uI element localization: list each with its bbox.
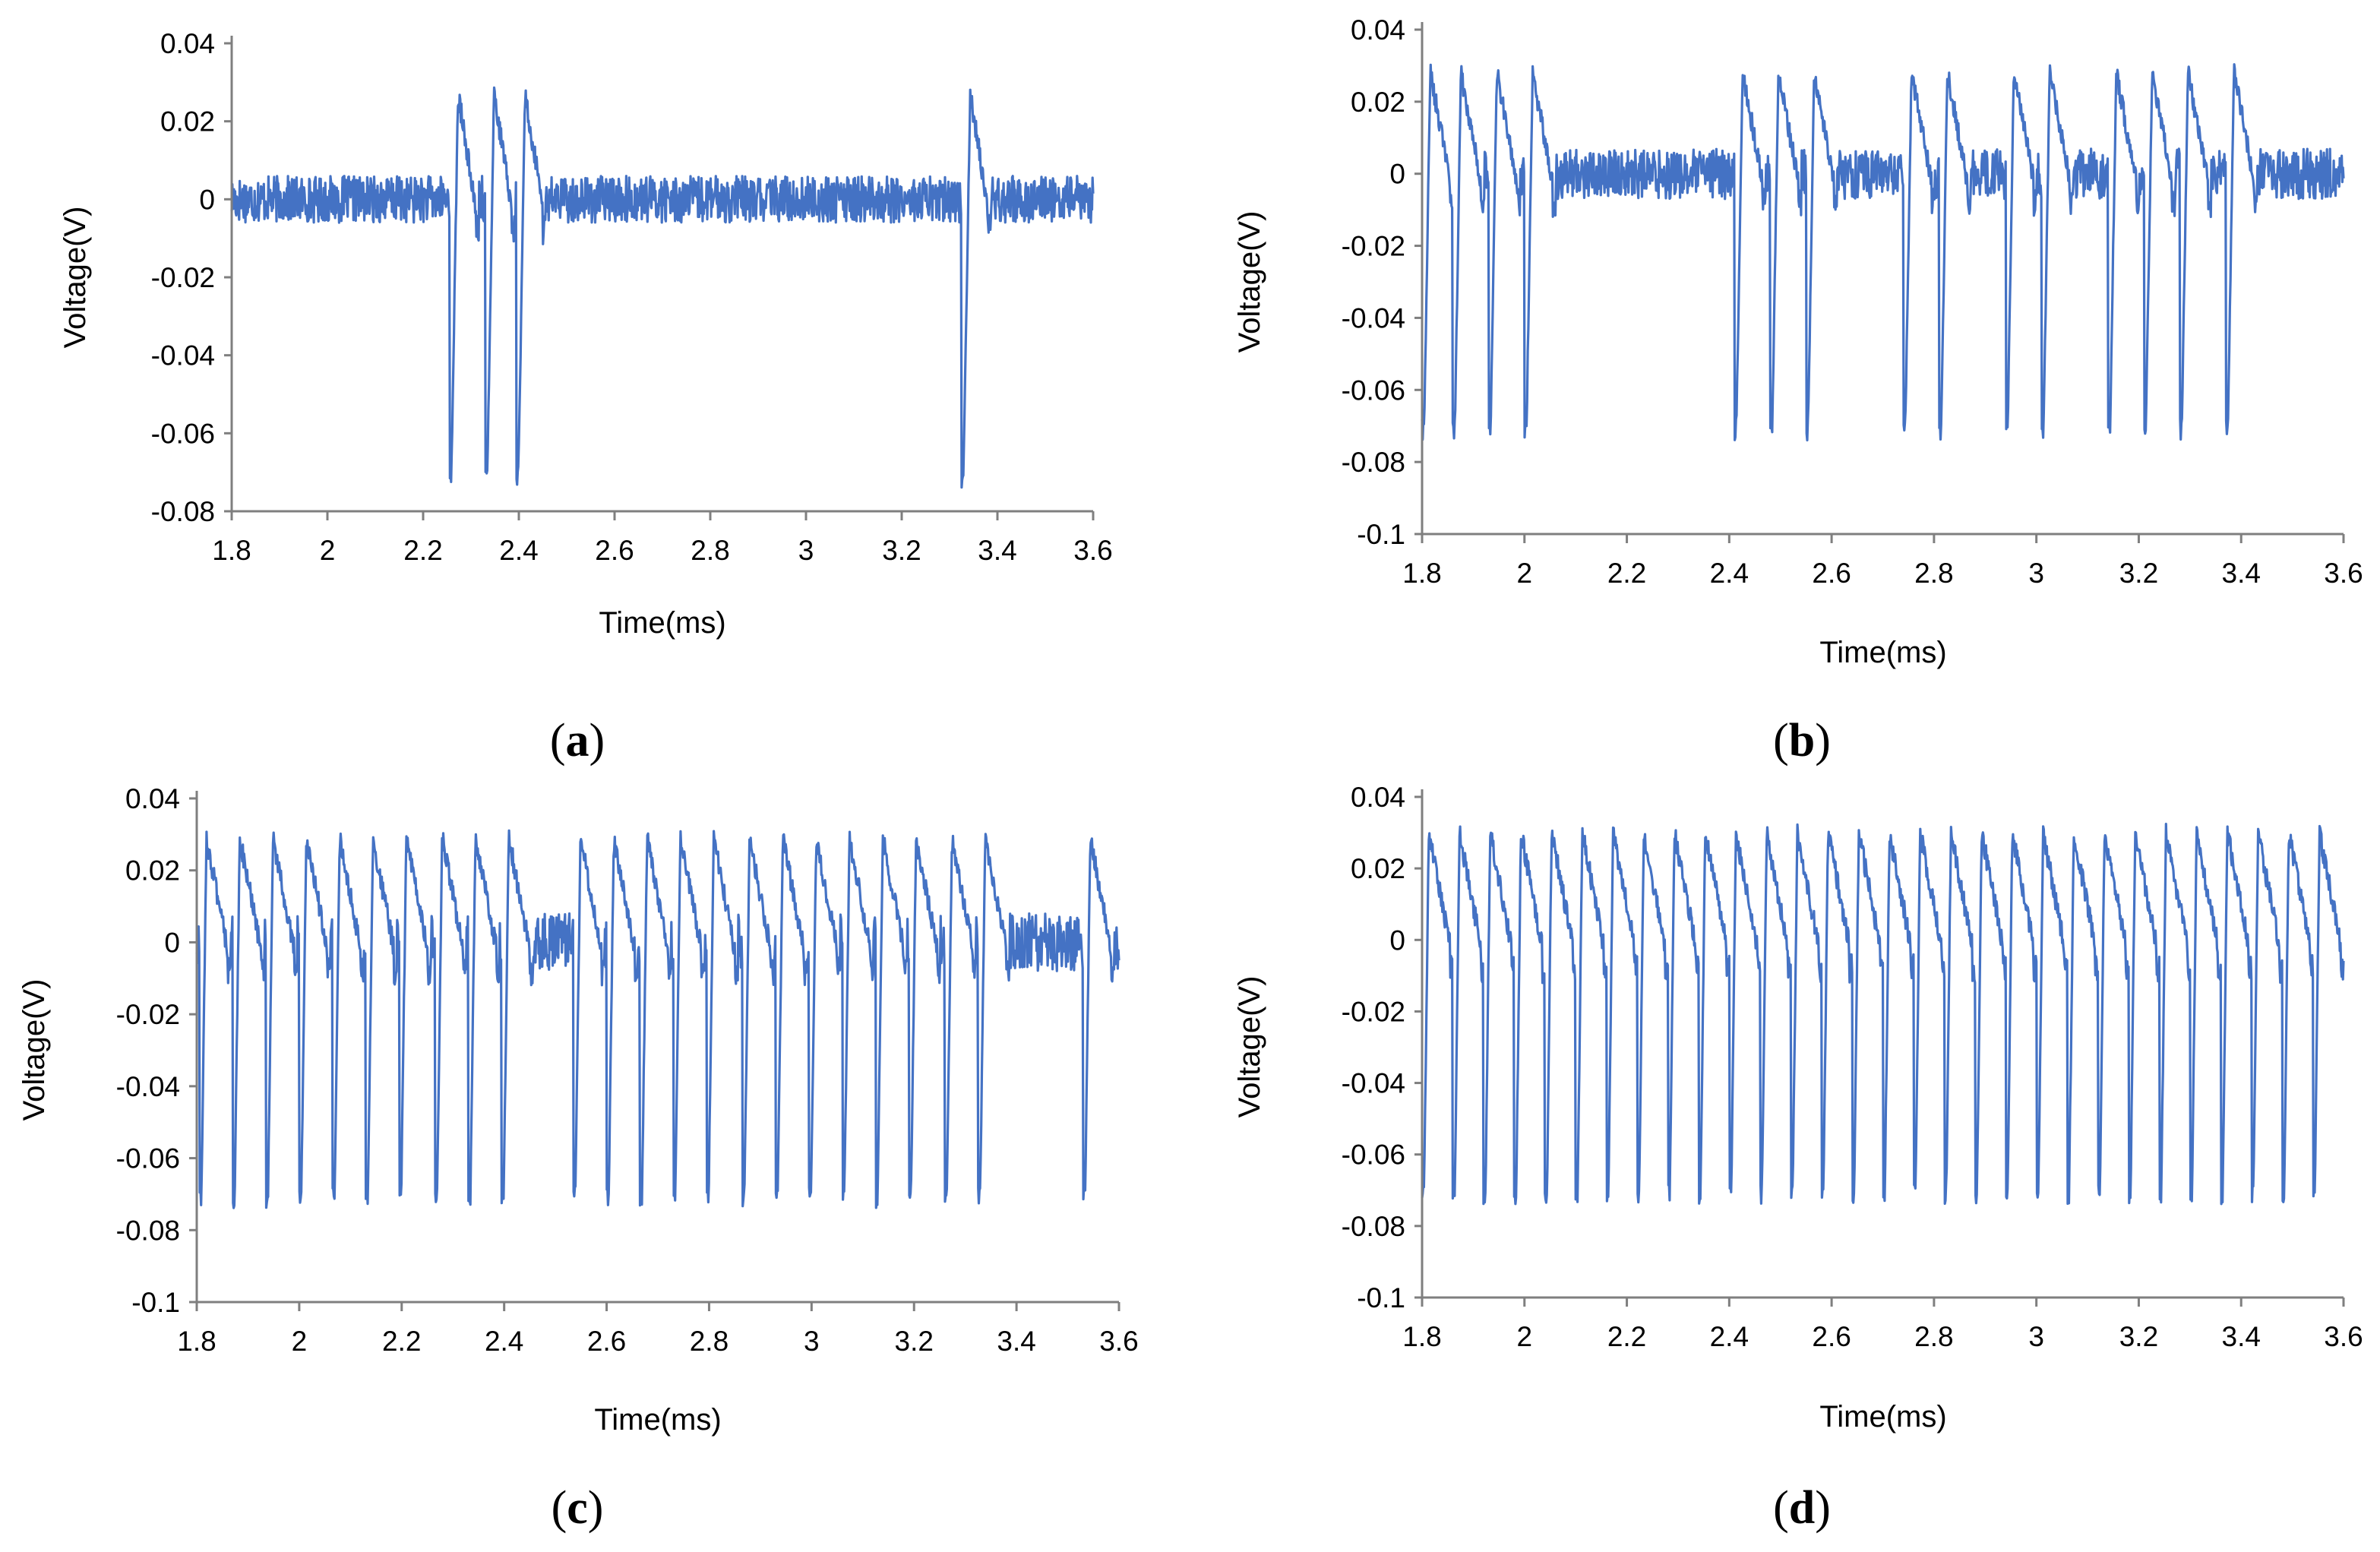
y-tick-label: -0.06: [1342, 1140, 1405, 1171]
panel-letter: c: [567, 1482, 588, 1534]
y-tick-label: 0.02: [125, 855, 180, 887]
x-axis-title: Time(ms): [594, 1403, 721, 1437]
panel-label: (d): [1773, 1482, 1831, 1534]
x-tick-label: 3.6: [1073, 535, 1112, 566]
x-tick-label: 3.4: [2222, 558, 2261, 589]
voltage-series-d: [1421, 823, 2345, 1206]
x-tick-label: 3: [798, 535, 814, 566]
x-tick-label: 3.2: [882, 535, 921, 566]
x-tick-label: 2.2: [1607, 1321, 1646, 1352]
y-tick-label: 0: [164, 927, 180, 958]
y-tick-label: 0.04: [160, 28, 215, 59]
x-tick-label: 2: [1516, 1321, 1532, 1352]
x-tick-label: 1.8: [177, 1326, 216, 1357]
y-tick-label: -0.02: [1342, 996, 1405, 1027]
panel-letter: b: [1789, 715, 1815, 767]
y-axis-title: Voltage(V): [17, 979, 51, 1121]
panel-label: (b): [1773, 715, 1831, 767]
chart-panel-a: 0.04 0.02 0 -0.02 -0.04 -0.06 -0.08 1.8 2 2.2 2.4 2…: [58, 28, 1113, 767]
chart-panel-c: 0.04 0.02 0 -0.02 -0.04 -0.06 -0.08 -0.1 1.8 2 2.2…: [17, 783, 1139, 1534]
y-tick-label: 0: [1389, 925, 1405, 956]
x-tick-label: 2: [1516, 558, 1532, 589]
y-axis-title: Voltage(V): [1233, 211, 1266, 353]
x-tick-label: 2.4: [1710, 558, 1749, 589]
x-tick-label: 2.6: [595, 535, 634, 566]
x-tick-label: 3: [2028, 558, 2044, 589]
x-tick-label: 2.2: [403, 535, 442, 566]
y-tick-label: -0.04: [116, 1071, 180, 1102]
x-tick-label: 2: [292, 1326, 308, 1357]
y-tick-label: -0.04: [1342, 302, 1405, 333]
x-tick-label: 2.6: [1812, 558, 1851, 589]
y-tick-label: 0: [199, 184, 215, 215]
x-tick-label: 2.8: [690, 1326, 729, 1357]
y-tick-label: 0.02: [1351, 853, 1405, 884]
x-tick-label: 3.2: [2119, 1321, 2158, 1352]
x-tick-label: 3.2: [895, 1326, 934, 1357]
x-tick-label: 3: [804, 1326, 820, 1357]
y-tick-label: -0.1: [131, 1287, 180, 1318]
y-tick-label: 0.04: [1351, 14, 1405, 46]
x-tick-label: 1.8: [1402, 558, 1441, 589]
y-tick-label: -0.08: [1342, 447, 1405, 478]
x-tick-label: 3.4: [997, 1326, 1035, 1357]
y-tick-label: -0.02: [116, 999, 180, 1030]
x-tick-label: 2.2: [382, 1326, 421, 1357]
panel-letter: d: [1789, 1482, 1815, 1534]
y-tick-label: -0.1: [1357, 519, 1405, 550]
y-tick-label: -0.04: [151, 340, 215, 371]
x-tick-label: 2.4: [499, 535, 538, 566]
x-axis-title: Time(ms): [1819, 636, 1946, 669]
voltage-series-c: [195, 829, 1120, 1209]
voltage-series-a: [230, 86, 1095, 489]
y-tick-label: -0.06: [151, 418, 215, 449]
panel-label: (c): [552, 1482, 604, 1534]
y-axis-title: Voltage(V): [1233, 976, 1266, 1118]
y-axis-title: Voltage(V): [58, 207, 92, 349]
x-tick-label: 3.4: [2222, 1321, 2261, 1352]
y-tick-label: 0.04: [125, 783, 180, 814]
x-tick-label: 2.2: [1607, 558, 1646, 589]
y-tick-label: 0.02: [160, 106, 215, 137]
x-tick-label: 3.6: [2324, 1321, 2363, 1352]
x-tick-label: 1.8: [1402, 1321, 1441, 1352]
x-tick-label: 2.8: [1914, 1321, 1953, 1352]
x-tick-label: 1.8: [212, 535, 251, 566]
y-tick-label: -0.1: [1357, 1282, 1405, 1313]
y-tick-label: 0.04: [1351, 782, 1405, 813]
voltage-series-b: [1421, 63, 2345, 442]
x-tick-label: 2.8: [1914, 558, 1953, 589]
y-tick-label: -0.04: [1342, 1068, 1405, 1099]
y-tick-label: -0.08: [116, 1215, 180, 1246]
panel-letter: a: [566, 715, 589, 767]
x-tick-label: 2.4: [485, 1326, 523, 1357]
x-tick-label: 2: [320, 535, 336, 566]
chart-panel-b: 0.04 0.02 0 -0.02 -0.04 -0.06 -0.08 -0.1 1.8 2 2.2…: [1233, 14, 2363, 767]
x-tick-label: 3: [2028, 1321, 2044, 1352]
x-tick-label: 2.4: [1710, 1321, 1749, 1352]
y-tick-label: -0.02: [1342, 231, 1405, 262]
y-tick-label: -0.08: [1342, 1211, 1405, 1242]
y-tick-label: -0.02: [151, 262, 215, 293]
x-tick-label: 3.2: [2119, 558, 2158, 589]
y-tick-label: 0: [1389, 159, 1405, 190]
panel-label: (a): [550, 715, 605, 767]
x-tick-label: 2.8: [691, 535, 729, 566]
y-tick-label: 0.02: [1351, 87, 1405, 118]
x-tick-label: 2.6: [1812, 1321, 1851, 1352]
y-tick-label: -0.06: [1342, 375, 1405, 406]
x-tick-label: 2.6: [587, 1326, 626, 1357]
y-tick-label: -0.06: [116, 1143, 180, 1174]
x-tick-label: 3.6: [2324, 558, 2363, 589]
y-tick-label: -0.08: [151, 496, 215, 527]
x-tick-label: 3.6: [1099, 1326, 1138, 1357]
x-axis-title: Time(ms): [1819, 1400, 1946, 1433]
x-tick-label: 3.4: [978, 535, 1016, 566]
x-axis-title: Time(ms): [599, 606, 725, 640]
chart-panel-d: 0.04 0.02 0 -0.02 -0.04 -0.06 -0.08 -0.1 1.8 2 2.2…: [1233, 782, 2363, 1534]
